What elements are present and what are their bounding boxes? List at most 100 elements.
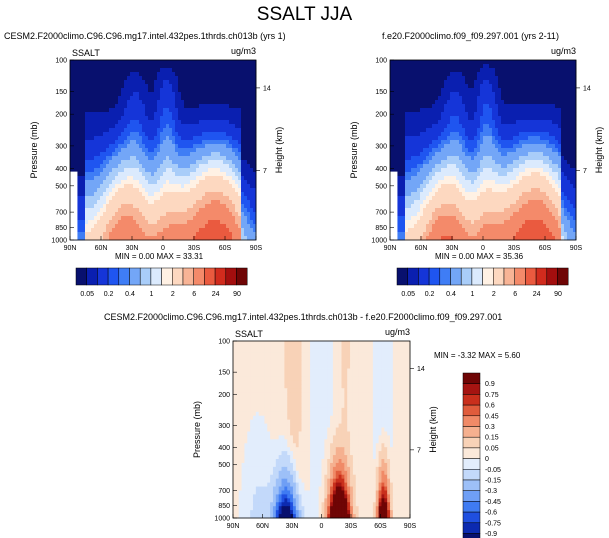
heatmap-cell — [474, 84, 478, 89]
heatmap-cell — [241, 216, 245, 221]
heatmap-cell — [211, 152, 215, 157]
heatmap-cell — [88, 224, 92, 229]
heatmap-cell — [432, 148, 436, 153]
heatmap-cell — [253, 100, 257, 105]
heatmap-cell — [435, 116, 439, 121]
heatmap-cell — [145, 64, 149, 69]
heatmap-cell — [130, 68, 134, 73]
heatmap-cell — [519, 112, 523, 117]
heatmap-cell — [525, 164, 529, 169]
heatmap-cell — [528, 96, 532, 101]
heatmap-cell — [501, 144, 505, 149]
heatmap-cell — [573, 64, 577, 69]
heatmap-cell — [558, 64, 562, 69]
heatmap-cell — [196, 72, 200, 77]
heatmap-cell — [109, 104, 113, 109]
heatmap-cell — [166, 124, 170, 129]
heatmap-cell — [525, 116, 529, 121]
heatmap-cell — [480, 172, 484, 177]
heatmap-cell — [148, 68, 152, 73]
heatmap-cell — [462, 104, 466, 109]
heatmap-cell — [208, 200, 212, 205]
heatmap-cell — [148, 188, 152, 193]
heatmap-cell — [531, 164, 535, 169]
heatmap-cell — [390, 88, 394, 93]
heatmap-cell — [504, 148, 508, 153]
heatmap-cell — [507, 196, 511, 201]
heatmap-cell — [510, 88, 514, 93]
heatmap-cell — [85, 116, 89, 121]
heatmap-cell — [441, 108, 445, 113]
heatmap-cell — [558, 88, 562, 93]
heatmap-cell — [414, 104, 418, 109]
heatmap-cell — [133, 88, 137, 93]
heatmap-cell — [148, 112, 152, 117]
heatmap-cell — [202, 236, 206, 241]
heatmap-cell — [211, 204, 215, 209]
heatmap-cell — [537, 112, 541, 117]
heatmap-cell — [235, 232, 239, 237]
heatmap-cell — [211, 140, 215, 145]
heatmap-cell — [190, 92, 194, 97]
heatmap-cell — [426, 184, 430, 189]
heatmap-cell — [555, 172, 559, 177]
heatmap-cell — [127, 108, 131, 113]
heatmap-cell — [118, 164, 122, 169]
heatmap-cell — [160, 72, 164, 77]
heatmap-cell — [169, 216, 173, 221]
heatmap-cell — [462, 76, 466, 81]
heatmap-cell — [444, 116, 448, 121]
heatmap-cell — [115, 184, 119, 189]
heatmap-cell — [85, 204, 89, 209]
heatmap-cell — [205, 144, 209, 149]
heatmap-cell — [208, 80, 212, 85]
heatmap-cell — [121, 224, 125, 229]
heatmap-cell — [151, 216, 155, 221]
heatmap-cell — [97, 168, 101, 173]
heatmap-cell — [79, 96, 83, 101]
heatmap-cell — [193, 88, 197, 93]
heatmap-cell — [250, 212, 254, 217]
heatmap-cell — [142, 72, 146, 77]
heatmap-cell — [501, 100, 505, 105]
heatmap-cell — [573, 108, 577, 113]
heatmap-cell — [414, 140, 418, 145]
heatmap-cell — [127, 220, 131, 225]
heatmap-cell — [396, 164, 400, 169]
heatmap-cell — [214, 80, 218, 85]
heatmap-cell — [190, 176, 194, 181]
heatmap-cell — [510, 104, 514, 109]
heatmap-cell — [214, 104, 218, 109]
heatmap-cell — [187, 144, 191, 149]
heatmap-cell — [166, 92, 170, 97]
heatmap-cell — [531, 120, 535, 125]
heatmap-cell — [450, 104, 454, 109]
heatmap-cell — [187, 172, 191, 177]
heatmap-cell — [208, 180, 212, 185]
heatmap-cell — [393, 124, 397, 129]
heatmap-cell — [184, 132, 188, 137]
heatmap-cell — [70, 136, 74, 141]
heatmap-cell — [465, 116, 469, 121]
heatmap-cell — [507, 168, 511, 173]
heatmap-cell — [169, 224, 173, 229]
heatmap-cell — [100, 152, 104, 157]
heatmap-cell — [127, 104, 131, 109]
heatmap-cell — [477, 68, 481, 73]
heatmap-cell — [178, 144, 182, 149]
heatmap-cell — [435, 188, 439, 193]
heatmap-cell — [205, 116, 209, 121]
heatmap-cell — [100, 188, 104, 193]
heatmap-cell — [187, 80, 191, 85]
heatmap-cell — [507, 88, 511, 93]
heatmap-cell — [70, 124, 74, 129]
heatmap-cell — [459, 132, 463, 137]
heatmap-cell — [175, 116, 179, 121]
heatmap-cell — [534, 164, 538, 169]
heatmap-cell — [229, 212, 233, 217]
heatmap-cell — [492, 180, 496, 185]
heatmap-cell — [465, 80, 469, 85]
heatmap-cell — [399, 172, 403, 177]
heatmap-cell — [480, 112, 484, 117]
heatmap-cell — [205, 60, 209, 65]
